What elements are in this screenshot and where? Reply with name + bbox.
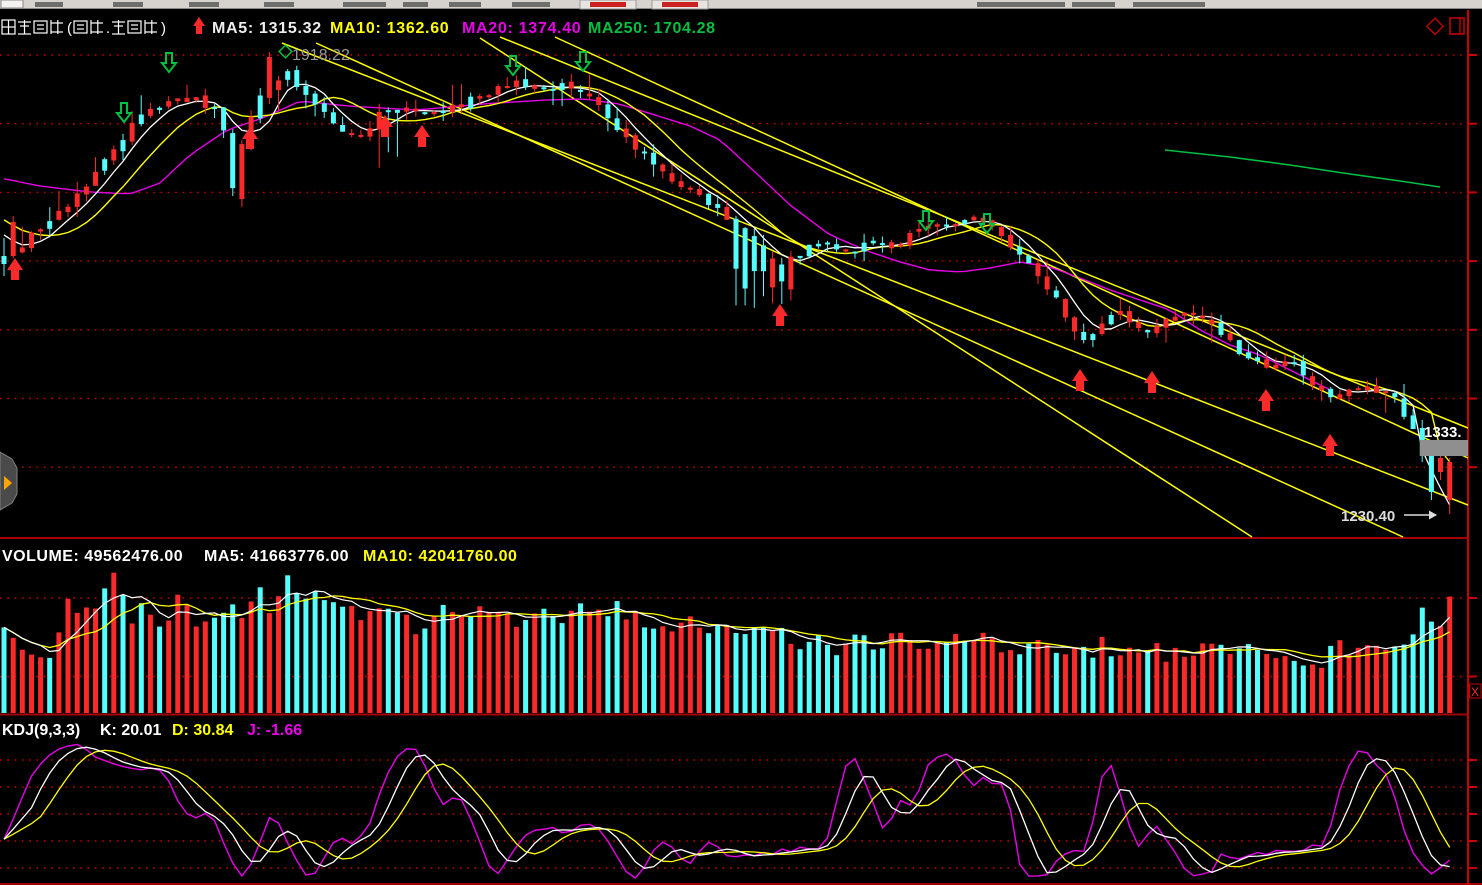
svg-text:MA20: 1374.40: MA20: 1374.40 (462, 20, 581, 37)
svg-text:D: 30.84: D: 30.84 (172, 722, 233, 739)
svg-text:VOLUME: 49562476.00: VOLUME: 49562476.00 (2, 548, 183, 565)
svg-text:1333.: 1333. (1424, 424, 1462, 441)
svg-text:MA10: 1362.60: MA10: 1362.60 (330, 20, 449, 37)
svg-text:1918.22: 1918.22 (292, 47, 350, 64)
svg-text:X: X (1471, 685, 1479, 699)
svg-text:MA10: 42041760.00: MA10: 42041760.00 (363, 548, 517, 565)
svg-text:.: . (106, 20, 110, 37)
svg-text:J: -1.66: J: -1.66 (247, 722, 302, 739)
svg-text:(: ( (67, 20, 72, 37)
svg-text:KDJ(9,3,3): KDJ(9,3,3) (2, 722, 80, 739)
svg-text:MA250: 1704.28: MA250: 1704.28 (588, 20, 716, 37)
svg-text:MA5: 1315.32: MA5: 1315.32 (212, 20, 322, 37)
svg-text:1230.40: 1230.40 (1341, 508, 1395, 525)
svg-text:): ) (161, 20, 166, 37)
svg-text:MA5: 41663776.00: MA5: 41663776.00 (204, 548, 349, 565)
svg-text:K: 20.01: K: 20.01 (100, 722, 161, 739)
